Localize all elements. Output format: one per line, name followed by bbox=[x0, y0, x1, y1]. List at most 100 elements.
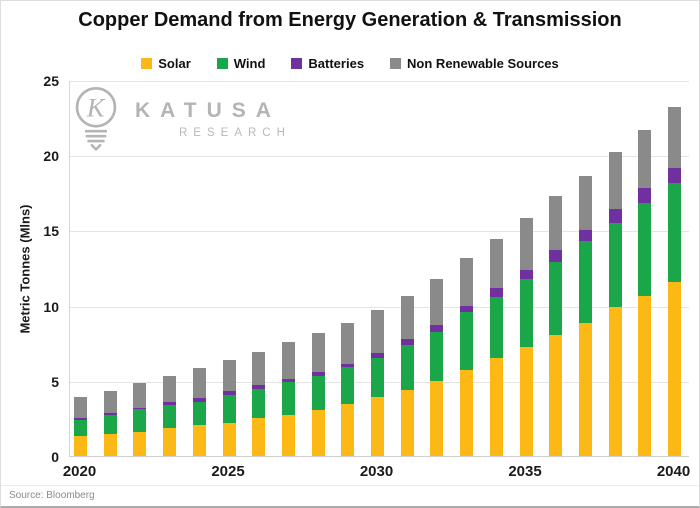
bar-segment-batteries bbox=[460, 306, 474, 313]
bar-segment-batteries bbox=[341, 363, 355, 368]
bar-segment-wind bbox=[222, 395, 236, 423]
legend-label: Non Renewable Sources bbox=[407, 56, 559, 71]
gridline-10 bbox=[70, 306, 689, 308]
bar-segment-wind bbox=[341, 367, 355, 405]
bar-segment-batteries bbox=[549, 249, 563, 262]
bar-segment-batteries bbox=[578, 230, 592, 241]
bar-2036 bbox=[549, 195, 563, 456]
bar-segment-solar bbox=[430, 380, 444, 456]
bar-segment-wind bbox=[668, 183, 681, 282]
bar-segment-solar bbox=[222, 422, 236, 456]
bar-segment-batteries bbox=[192, 398, 206, 402]
bar-segment-solar bbox=[311, 410, 325, 456]
bar-segment-solar bbox=[489, 357, 503, 456]
bar-segment-non-renewable-sources bbox=[311, 333, 325, 372]
legend-item-wind: Wind bbox=[216, 56, 266, 71]
bar-segment-wind bbox=[608, 222, 622, 308]
bar-segment-non-renewable-sources bbox=[74, 397, 87, 419]
non-renewable-swatch-icon bbox=[390, 58, 402, 69]
bar-segment-batteries bbox=[163, 401, 177, 405]
bar-segment-non-renewable-sources bbox=[460, 258, 474, 307]
bar-segment-non-renewable-sources bbox=[430, 278, 444, 326]
bar-segment-batteries bbox=[74, 418, 87, 420]
bar-segment-batteries bbox=[252, 385, 266, 390]
bar-segment-non-renewable-sources bbox=[222, 359, 236, 392]
bar-2024 bbox=[192, 368, 206, 456]
bar-segment-non-renewable-sources bbox=[281, 342, 295, 379]
bar-segment-wind bbox=[281, 381, 295, 415]
batteries-swatch-icon bbox=[291, 58, 303, 69]
y-tick-label-20: 20 bbox=[43, 148, 59, 165]
bar-2021 bbox=[103, 390, 117, 456]
bar-segment-batteries bbox=[371, 353, 384, 358]
footer-divider bbox=[1, 485, 699, 486]
bar-segment-wind bbox=[519, 278, 533, 347]
bar-2022 bbox=[133, 383, 147, 456]
bar-segment-batteries bbox=[608, 209, 622, 223]
bar-segment-non-renewable-sources bbox=[489, 239, 503, 288]
bar-2028 bbox=[311, 333, 325, 456]
source-note: Source: Bloomberg bbox=[9, 490, 95, 501]
bar-segment-wind bbox=[430, 331, 444, 381]
legend-item-non-renewable: Non Renewable Sources bbox=[390, 56, 559, 71]
bar-segment-wind bbox=[192, 401, 206, 426]
bar-segment-solar bbox=[549, 334, 563, 456]
bar-segment-solar bbox=[103, 434, 117, 456]
legend-label: Batteries bbox=[308, 56, 365, 71]
bar-2040 bbox=[668, 107, 681, 456]
bar-segment-wind bbox=[638, 202, 652, 296]
bar-segment-batteries bbox=[222, 391, 236, 396]
bar-segment-non-renewable-sources bbox=[668, 107, 681, 169]
y-tick-label-5: 5 bbox=[51, 373, 59, 390]
x-tick-label-2035: 2035 bbox=[508, 463, 542, 480]
bar-2030 bbox=[371, 310, 384, 456]
bar-segment-batteries bbox=[489, 287, 503, 297]
bar-segment-non-renewable-sources bbox=[549, 195, 563, 250]
bar-segment-wind bbox=[163, 404, 177, 429]
bar-segment-solar bbox=[74, 436, 87, 456]
wind-swatch-icon bbox=[216, 58, 228, 69]
bar-segment-wind bbox=[460, 312, 474, 370]
bar-segment-solar bbox=[400, 389, 414, 456]
bar-segment-wind bbox=[489, 296, 503, 358]
bar-segment-non-renewable-sources bbox=[133, 383, 147, 408]
bar-segment-non-renewable-sources bbox=[103, 390, 117, 414]
bar-segment-wind bbox=[133, 409, 147, 432]
bar-segment-wind bbox=[311, 376, 325, 411]
bar-segment-non-renewable-sources bbox=[578, 176, 592, 231]
bar-segment-wind bbox=[74, 419, 87, 437]
bar-segment-non-renewable-sources bbox=[519, 218, 533, 270]
bar-2023 bbox=[163, 376, 177, 456]
legend-label: Wind bbox=[233, 56, 266, 71]
bar-segment-batteries bbox=[133, 407, 147, 410]
bar-2029 bbox=[341, 322, 355, 456]
bar-segment-batteries bbox=[281, 378, 295, 382]
bar-segment-solar bbox=[252, 418, 266, 456]
y-axis-title: Metric Tonnes (Mlns) bbox=[17, 204, 33, 334]
bar-segment-solar bbox=[638, 295, 652, 456]
bar-2026 bbox=[252, 351, 266, 456]
bar-2037 bbox=[578, 176, 592, 456]
bar-segment-solar bbox=[281, 414, 295, 456]
bar-segment-batteries bbox=[103, 413, 117, 415]
legend-label: Solar bbox=[158, 56, 191, 71]
x-tick-label-2030: 2030 bbox=[359, 463, 394, 480]
bar-segment-solar bbox=[133, 431, 147, 456]
chart-plot bbox=[69, 81, 689, 457]
bar-segment-solar bbox=[163, 428, 177, 456]
bar-segment-wind bbox=[400, 344, 414, 390]
bar-2027 bbox=[281, 342, 295, 456]
bar-segment-non-renewable-sources bbox=[371, 310, 384, 354]
bar-segment-solar bbox=[371, 397, 384, 456]
y-tick-label-0: 0 bbox=[51, 449, 59, 465]
bar-segment-solar bbox=[608, 307, 622, 456]
y-tick-label-15: 15 bbox=[43, 223, 59, 240]
bar-segment-batteries bbox=[668, 168, 681, 184]
bar-segment-wind bbox=[371, 357, 384, 398]
bar-2034 bbox=[489, 239, 503, 456]
bar-segment-non-renewable-sources bbox=[341, 322, 355, 364]
bar-segment-batteries bbox=[430, 325, 444, 332]
gridline-25 bbox=[70, 81, 689, 82]
bar-segment-batteries bbox=[311, 371, 325, 377]
